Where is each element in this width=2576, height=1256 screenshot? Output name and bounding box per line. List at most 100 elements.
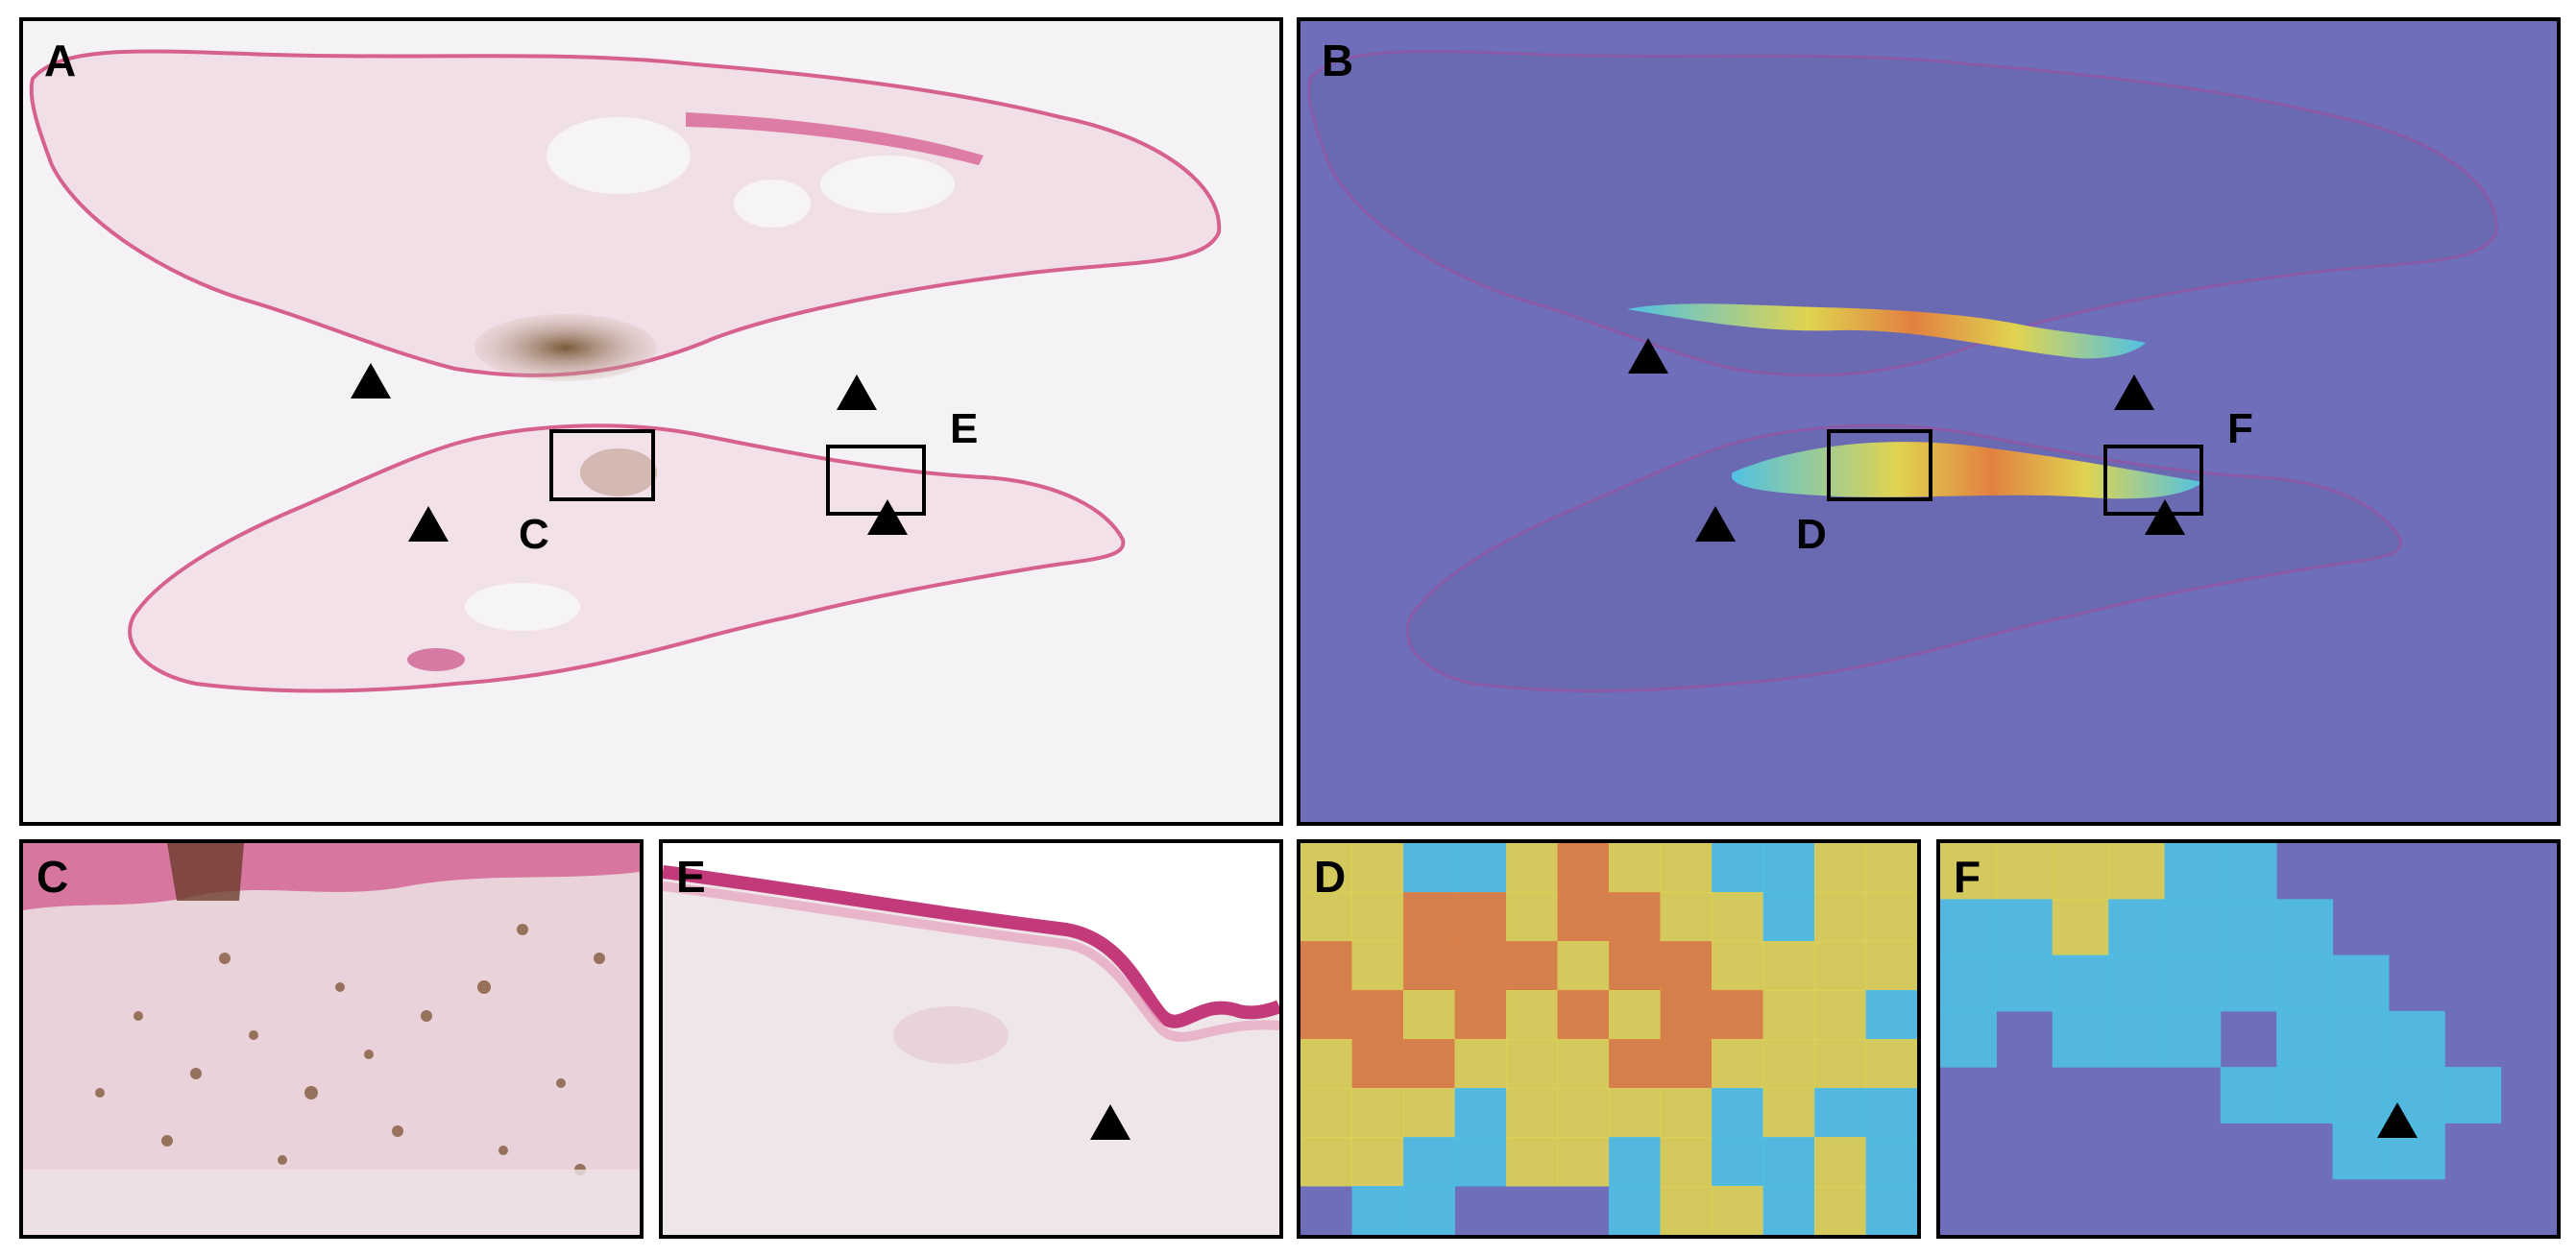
heatmap-tile — [1762, 1039, 1815, 1089]
heatmap-tile — [1506, 892, 1558, 942]
heatmap-tile — [1712, 990, 1763, 1040]
heatmap-tile — [1351, 1186, 1404, 1235]
heatmap-tile — [2276, 954, 2334, 1012]
heatmap-tile — [1351, 1088, 1404, 1138]
heatmap-tile — [1454, 1088, 1507, 1138]
heatmap-tile — [1557, 892, 1610, 942]
heatmap-tile — [1557, 1088, 1610, 1138]
heatmap-tile — [1996, 843, 2054, 900]
heatmap-tile — [2052, 1010, 2109, 1068]
heatmap-tile — [2276, 1067, 2334, 1123]
panel-a-he-slide: A C E — [19, 17, 1283, 826]
heatmap-tile — [1454, 892, 1507, 942]
heatmap-tile — [1865, 941, 1917, 991]
heatmap-tile — [1609, 843, 1661, 893]
heatmap-tile — [1609, 892, 1661, 942]
panel-a-image — [29, 49, 1222, 693]
heatmap-tile — [1712, 1186, 1763, 1235]
heatmap-tile — [1660, 1039, 1713, 1089]
region-box-c — [549, 429, 655, 501]
heatmap-tile — [1351, 941, 1404, 991]
panel-c-he-zoom: C — [19, 839, 644, 1239]
heatmap-tile — [2332, 1067, 2390, 1123]
panel-label-e: E — [676, 852, 706, 902]
heatmap-tile — [1403, 941, 1455, 991]
heatmap-tile — [1865, 1186, 1917, 1235]
heatmap-tile — [2164, 1010, 2222, 1068]
heatmap-tile — [2220, 1067, 2277, 1123]
heatmap-tile — [1940, 843, 1997, 900]
marker-arrow — [351, 363, 391, 399]
heatmap-tile — [1454, 843, 1507, 893]
panel-b-image — [1307, 49, 2498, 692]
heatmap-tile — [2220, 954, 2277, 1012]
heatmap-tile — [1300, 941, 1352, 991]
heatmap-tile — [1660, 892, 1713, 942]
heatmap-tile — [1351, 843, 1404, 893]
heatmap-tile — [1351, 990, 1404, 1040]
heatmap-tile — [1403, 843, 1455, 893]
heatmap-tile — [1403, 990, 1455, 1040]
heatmap-tile — [2108, 954, 2165, 1012]
marker-arrow — [2145, 499, 2185, 535]
heatmap-tile — [2052, 899, 2109, 956]
marker-arrow — [837, 374, 877, 410]
heatmap-tile — [1506, 1137, 1558, 1187]
heatmap-tile — [1403, 1039, 1455, 1089]
heatmap-tile — [1712, 1137, 1763, 1187]
region-box-d — [1827, 429, 1932, 501]
heatmap-tile — [1609, 941, 1661, 991]
heatmap-tile — [1712, 892, 1763, 942]
heatmap-tile — [1403, 1137, 1455, 1187]
heatmap-tile — [2276, 1010, 2334, 1068]
upper-tissue-section — [29, 49, 1222, 377]
heatmap-tile — [1609, 990, 1661, 1040]
panel-e-he-zoom: E — [659, 839, 1283, 1239]
heatmap-tile — [1660, 843, 1713, 893]
heatmap-tile — [1506, 843, 1558, 893]
heatmap-tile — [2276, 899, 2334, 956]
heatmap-tile — [2164, 954, 2222, 1012]
marker-arrow — [867, 499, 908, 535]
heatmap-tile — [1300, 892, 1352, 942]
heatmap-tile — [1865, 1039, 1917, 1089]
panel-b-heatmap-slide: B D F — [1297, 17, 2561, 826]
heatmap-tile — [1403, 892, 1455, 942]
heatmap-tile — [1814, 1137, 1866, 1187]
heatmap-tile — [1865, 1088, 1917, 1138]
heatmap-tile — [1506, 1039, 1558, 1089]
heatmap-tile — [1762, 941, 1815, 991]
heatmap-tile — [1300, 990, 1352, 1040]
heatmap-tile — [1454, 1137, 1507, 1187]
panel-e-image — [663, 843, 1279, 1235]
heatmap-tile — [1762, 843, 1815, 893]
heatmap-tile — [1403, 1088, 1455, 1138]
heatmap-tile — [1660, 1137, 1713, 1187]
heatmap-tile — [1814, 1039, 1866, 1089]
heatmap-tile — [1996, 954, 2054, 1012]
heatmap-tile — [2332, 954, 2390, 1012]
heatmap-tile — [1814, 1088, 1866, 1138]
marker-arrow — [2377, 1102, 2418, 1138]
heatmap-tile — [1300, 843, 1352, 893]
heatmap-tile — [1762, 1088, 1815, 1138]
heatmap-tile — [1660, 990, 1713, 1040]
region-label-f: F — [2227, 405, 2253, 452]
heatmap-tile — [1454, 990, 1507, 1040]
heatmap-tile — [2332, 1123, 2390, 1180]
heatmap-tile — [1865, 843, 1917, 893]
lower-tissue-section — [128, 423, 1126, 693]
heatmap-tile — [1557, 990, 1610, 1040]
heatmap-tile — [2332, 1010, 2390, 1068]
panel-f-image — [1940, 843, 2557, 1235]
marker-arrow — [1695, 506, 1736, 542]
heatmap-tile — [1814, 892, 1866, 942]
heatmap-tile — [1712, 843, 1763, 893]
region-box-f — [2103, 445, 2203, 516]
panel-label-a: A — [44, 36, 77, 85]
heatmap-tile — [1940, 954, 1997, 1012]
heatmap-tile — [1762, 990, 1815, 1040]
heatmap-tile — [1940, 1010, 1997, 1068]
heatmap-tile — [1940, 899, 1997, 956]
panel-f-heatmap-zoom: F — [1936, 839, 2561, 1239]
